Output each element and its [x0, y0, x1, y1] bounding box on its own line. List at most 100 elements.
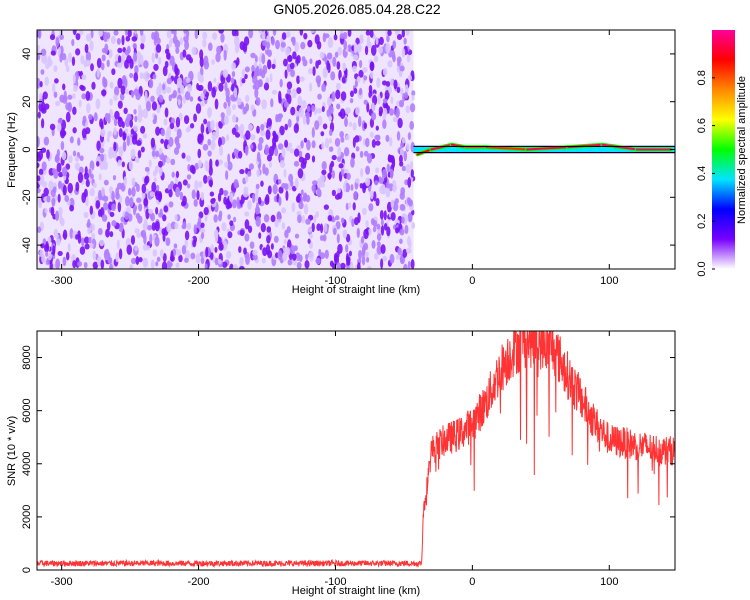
noise-cell [222, 69, 229, 78]
noise-cell [69, 136, 74, 144]
noise-cell [315, 257, 321, 265]
noise-cell [244, 211, 250, 217]
noise-cell [283, 58, 288, 67]
y-tick-label: 8000 [21, 345, 33, 369]
noise-cell [385, 42, 391, 54]
noise-cell [283, 168, 287, 178]
noise-cell [207, 150, 212, 157]
noise-cell [327, 172, 332, 179]
noise-cell [277, 178, 282, 185]
noise-cell [300, 189, 304, 196]
noise-cell [313, 214, 317, 223]
noise-cell [407, 260, 411, 269]
noise-cell [57, 122, 62, 132]
noise-cell [287, 259, 293, 266]
noise-cell [323, 204, 330, 210]
noise-cell [184, 257, 189, 263]
noise-cell [277, 113, 284, 119]
noise-cell [160, 128, 165, 137]
noise-cell [55, 100, 61, 107]
noise-cell [371, 102, 375, 112]
noise-cell [301, 56, 306, 62]
noise-cell [382, 255, 388, 262]
noise-cell [348, 121, 353, 127]
noise-cell [368, 84, 373, 94]
noise-cell [285, 190, 289, 201]
noise-cell [72, 260, 77, 269]
noise-cell [50, 206, 55, 217]
noise-cell [366, 36, 370, 46]
noise-cell [301, 99, 307, 109]
noise-cell [44, 208, 48, 214]
noise-cell [317, 93, 322, 100]
noise-cell [199, 99, 206, 107]
noise-cell [283, 238, 287, 245]
spectrogram-signal-band [413, 142, 675, 157]
noise-cell [77, 172, 84, 183]
noise-cell [58, 206, 63, 217]
noise-cell [322, 123, 328, 130]
noise-cell [408, 212, 413, 221]
noise-cell [90, 63, 94, 72]
x-tick-label: -200 [188, 576, 210, 588]
noise-cell [326, 52, 333, 60]
noise-cell [279, 125, 285, 136]
noise-cell [275, 39, 280, 50]
noise-cell [78, 30, 84, 36]
noise-cell [196, 83, 200, 91]
noise-cell [183, 115, 190, 125]
noise-cell [244, 145, 249, 156]
noise-cell [384, 90, 390, 100]
noise-cell [178, 254, 183, 263]
noise-cell [296, 261, 302, 269]
noise-cell [243, 36, 250, 46]
noise-cell [89, 187, 95, 197]
noise-cell [227, 96, 231, 108]
noise-cell [378, 106, 384, 115]
noise-cell [358, 69, 364, 78]
noise-cell [86, 102, 91, 114]
noise-cell [254, 55, 258, 63]
noise-cell [385, 81, 391, 87]
noise-cell [332, 56, 337, 67]
noise-cell [111, 68, 116, 76]
noise-cell [89, 205, 94, 215]
x-tick-label: -300 [51, 576, 73, 588]
noise-cell [263, 121, 267, 127]
noise-cell [258, 30, 263, 34]
noise-cell [308, 250, 314, 262]
noise-cell [371, 239, 376, 249]
noise-cell [331, 91, 336, 102]
noise-cell [118, 222, 124, 233]
noise-cell [226, 106, 232, 117]
noise-cell [218, 137, 222, 148]
noise-cell [150, 95, 155, 103]
noise-cell [72, 150, 77, 157]
noise-cell [294, 233, 300, 239]
noise-cell [109, 211, 115, 218]
noise-cell [261, 257, 266, 264]
noise-cell [373, 191, 377, 202]
colorbar-tick-label: 0.2 [696, 214, 708, 229]
noise-cell [347, 30, 352, 37]
noise-cell [117, 159, 122, 166]
noise-cell [213, 214, 218, 223]
noise-cell [101, 89, 107, 97]
noise-cell [128, 159, 134, 171]
noise-cell [214, 98, 219, 110]
noise-cell [378, 46, 384, 54]
noise-cell [318, 248, 322, 257]
noise-cell [116, 37, 121, 45]
noise-cell [54, 155, 60, 163]
noise-cell [365, 177, 371, 187]
noise-cell [97, 209, 102, 217]
noise-cell [343, 40, 348, 50]
noise-cell [92, 182, 97, 189]
noise-cell [264, 196, 270, 205]
noise-cell [203, 118, 208, 125]
noise-cell [315, 211, 319, 218]
noise-cell [113, 118, 118, 127]
noise-cell [122, 140, 127, 152]
noise-cell [107, 131, 111, 139]
noise-cell [98, 30, 104, 37]
